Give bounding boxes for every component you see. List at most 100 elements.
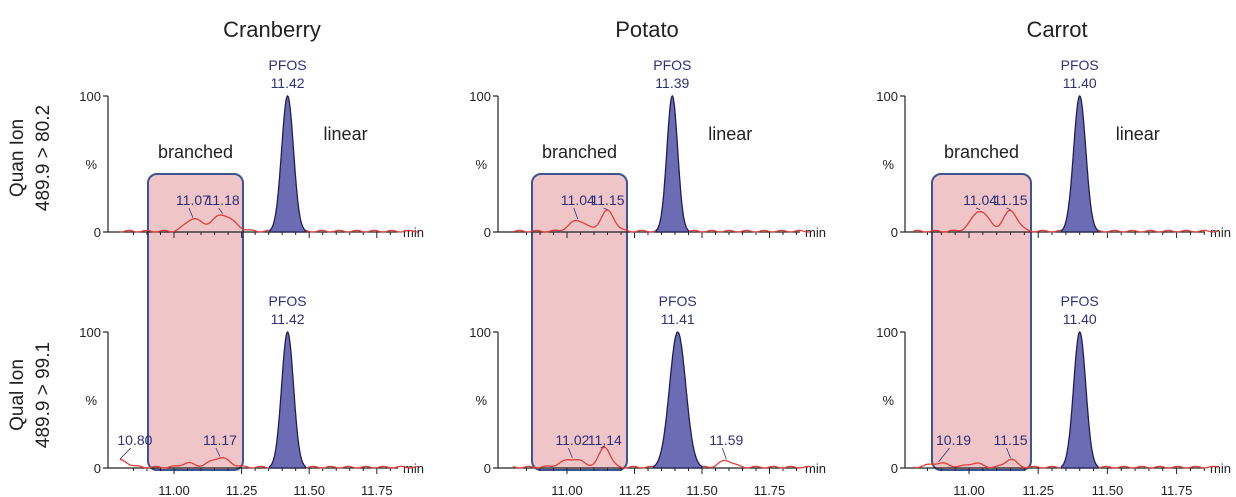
trace-line: [913, 209, 1061, 233]
peak-rt-label: 11.14: [588, 432, 622, 448]
y-axis-label: %: [882, 393, 894, 408]
pfos-name-label: PFOS: [269, 293, 307, 309]
linear-label: linear: [708, 124, 752, 144]
row-label-quan-line2: 489.9 > 80.2: [33, 105, 54, 211]
column-title: Cranberry: [223, 17, 321, 42]
pfos-rt-label: 11.42: [271, 311, 305, 327]
pfos-name-label: PFOS: [659, 293, 697, 309]
x-unit-label: min: [1210, 461, 1231, 476]
y-tick-label: 0: [94, 461, 101, 476]
pfos-peak: [655, 94, 690, 233]
y-axis-label: %: [882, 157, 894, 172]
peak-leader-line: [188, 207, 194, 218]
pfos-rt-label: 11.40: [1063, 75, 1097, 91]
peak-leader-line: [218, 207, 223, 214]
row-label-quan-line1: Quan Ion: [7, 119, 28, 197]
panel-qual-cranberry: 0% 100 min 11.00 11.25 11.50 11.75 PFOS 11.42 11.…: [79, 293, 424, 497]
pfos-peak: [1060, 331, 1099, 469]
y-axis-label: %: [85, 393, 97, 408]
y-tick-label: 100: [469, 89, 491, 104]
trace-line: [688, 229, 811, 233]
x-unit-label: min: [1210, 225, 1231, 240]
x-unit-label: min: [403, 461, 424, 476]
row-label-qual-line2: 489.9 > 99.1: [33, 342, 54, 448]
panel-qual-potato: 0% 100 min 11.00 11.25 11.50 11.75 PFOS 11.41 11.…: [469, 293, 826, 497]
pfos-rt-label: 11.40: [1063, 311, 1097, 327]
panel-qual-carrot: 0% 100 min 11.00 11.25 11.50 11.75 PFOS 11.40 11.…: [876, 293, 1231, 497]
y-tick-label: 100: [876, 89, 898, 104]
pfos-peak: [269, 331, 307, 469]
branched-label: branched: [158, 142, 233, 162]
y-tick-label: 100: [876, 325, 898, 340]
peak-rt-label: 10.80: [117, 432, 152, 448]
branched-region-box: [531, 173, 628, 471]
pfos-peak: [269, 95, 307, 233]
x-unit-label: min: [403, 225, 424, 240]
peak-leader-line: [1006, 447, 1011, 458]
pfos-name-label: PFOS: [1061, 293, 1099, 309]
peak-rt-label: 11.15: [994, 192, 1028, 208]
pfos-rt-label: 11.39: [655, 75, 689, 91]
peak-rt-label: 11.17: [203, 432, 237, 448]
trace-line: [119, 214, 270, 233]
y-tick-label: 0: [891, 461, 898, 476]
peak-rt-label: 11.18: [206, 192, 240, 208]
y-tick-label: 0: [891, 225, 898, 240]
pfos-name-label: PFOS: [1061, 57, 1099, 73]
x-tick-label: 11.25: [1022, 483, 1054, 497]
x-tick-label: 11.50: [1092, 483, 1124, 497]
peak-leader-line: [568, 447, 573, 458]
branched-region-box: [931, 173, 1032, 471]
x-tick-label: 11.25: [226, 483, 258, 497]
linear-label: linear: [324, 124, 368, 144]
pfos-peak: [652, 331, 703, 469]
peak-leader-line: [215, 447, 221, 457]
trace-line: [119, 457, 270, 469]
peak-leader-line: [603, 207, 608, 210]
trace-line: [702, 459, 811, 469]
y-tick-label: 0: [94, 225, 101, 240]
pfos-rt-label: 11.41: [661, 311, 695, 327]
x-tick-label: 11.00: [158, 483, 190, 497]
peak-leader-line: [721, 447, 727, 460]
peak-rt-label: 11.07: [176, 192, 210, 208]
pfos-rt-label: 11.42: [271, 75, 305, 91]
x-tick-label: 11.75: [754, 483, 786, 497]
peak-leader-line: [600, 445, 606, 449]
branched-region-box: [147, 173, 244, 471]
y-tick-label: 100: [79, 325, 101, 340]
column-title: Carrot: [1026, 17, 1087, 42]
trace-line: [1098, 229, 1219, 233]
x-unit-label: min: [805, 225, 826, 240]
x-tick-label: 11.50: [293, 483, 325, 497]
x-tick-label: 11.00: [551, 483, 583, 497]
peak-rt-label: 11.02: [555, 432, 589, 448]
y-tick-label: 0: [484, 461, 491, 476]
column-title: Potato: [615, 17, 679, 42]
y-tick-label: 0: [484, 225, 491, 240]
y-tick-label: 100: [469, 325, 491, 340]
pfos-name-label: PFOS: [653, 57, 691, 73]
trace-line: [913, 458, 1061, 469]
row-label-qual-line1: Qual Ion: [7, 359, 28, 431]
trace-line: [305, 465, 418, 469]
linear-label: linear: [1116, 124, 1160, 144]
peak-rt-label: 10.19: [936, 432, 971, 448]
branched-label: branched: [542, 142, 617, 162]
peak-rt-label: 11.04: [963, 192, 997, 208]
trace-line: [512, 446, 654, 469]
y-axis-label: %: [475, 157, 487, 172]
peak-rt-label: 11.59: [709, 432, 743, 448]
peak-rt-label: 11.04: [561, 192, 595, 208]
peak-leader-line: [573, 207, 579, 220]
pfos-peak: [1060, 95, 1099, 233]
x-unit-label: min: [805, 461, 826, 476]
peak-rt-label: 11.15: [591, 192, 625, 208]
trace-line: [305, 229, 418, 233]
trace-line: [1098, 465, 1219, 469]
peak-leader-line: [938, 447, 950, 463]
x-tick-label: 11.25: [619, 483, 651, 497]
